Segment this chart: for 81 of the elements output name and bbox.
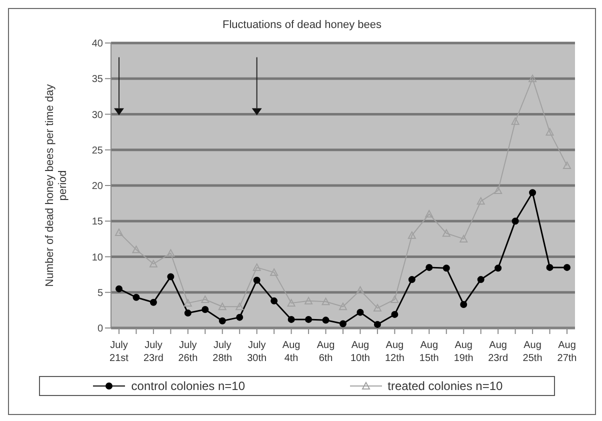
y-tick-label: 35 [92,74,104,86]
legend-label: treated colonies n=10 [388,379,503,393]
y-tick-label: 25 [92,145,104,156]
x-tick-label: July 26th [178,340,198,364]
point [460,234,468,242]
point [218,317,226,324]
point [287,299,296,307]
point [529,189,536,196]
point [512,218,519,225]
point [511,117,520,125]
x-tick-label: July 21st [110,340,129,364]
point [115,228,123,236]
point [132,246,140,254]
y-tick-label: 20 [92,181,104,192]
point [322,298,330,306]
x-tick-label: Aug 15th [419,340,439,364]
y-tick-label: 15 [92,216,104,228]
point [304,296,313,304]
point [460,300,468,308]
point [563,162,571,170]
point [149,260,158,268]
point [166,249,175,257]
x-tick-label: July 23rd [143,340,164,364]
point [201,296,210,303]
point [564,264,570,271]
point [356,308,364,316]
y-tick-label: 30 [92,110,104,121]
x-tick-label: Aug 10th [350,340,370,364]
point [167,273,174,280]
point [528,74,537,82]
point [132,294,140,301]
point [442,229,450,237]
point [546,264,554,271]
x-tick-label: Aug 23rd [488,340,508,364]
x-tick-label: July 28th [212,340,232,364]
y-axis-title: Number of dead honey bees per time day period [44,84,69,287]
x-tick-label: Aug 4th [282,340,300,364]
point [477,276,484,284]
point [442,264,450,272]
point [391,310,398,318]
point [252,263,261,271]
point [339,302,347,310]
point [116,285,122,292]
point [374,320,381,328]
y-tick-label: 5 [97,288,104,299]
point [270,268,278,276]
point [184,310,192,317]
point [494,186,502,194]
x-tick-label: Aug 12th [384,340,404,364]
y-tick-label: 0 [97,324,104,335]
x-tick-label: Aug 19th [454,340,474,364]
y-tick-label: 10 [92,252,104,264]
point [150,298,157,306]
y-tick-label: 40 [92,38,104,50]
point [425,210,434,218]
point [426,264,433,271]
point [390,296,399,303]
x-tick-label: Aug 25th [522,340,542,364]
point [184,299,192,307]
point [373,304,382,312]
x-tick-label: July 30th [247,340,267,364]
point [202,306,209,313]
x-tick-label: Aug 27th [557,340,577,364]
point [546,128,554,136]
point [408,231,416,239]
legend-label: control colonies n=10 [131,379,246,393]
x-tick-label: Aug 6th [316,340,335,364]
point [408,276,416,284]
point [494,264,502,272]
point [476,197,485,205]
point [305,316,312,323]
point [288,316,295,323]
point [236,314,244,321]
point [236,302,244,310]
point [253,276,260,284]
point [218,302,226,310]
chart-title: Fluctuations of dead honey bees [221,19,382,31]
point [356,286,364,294]
point [270,297,278,304]
point [340,320,346,328]
point [322,316,330,324]
